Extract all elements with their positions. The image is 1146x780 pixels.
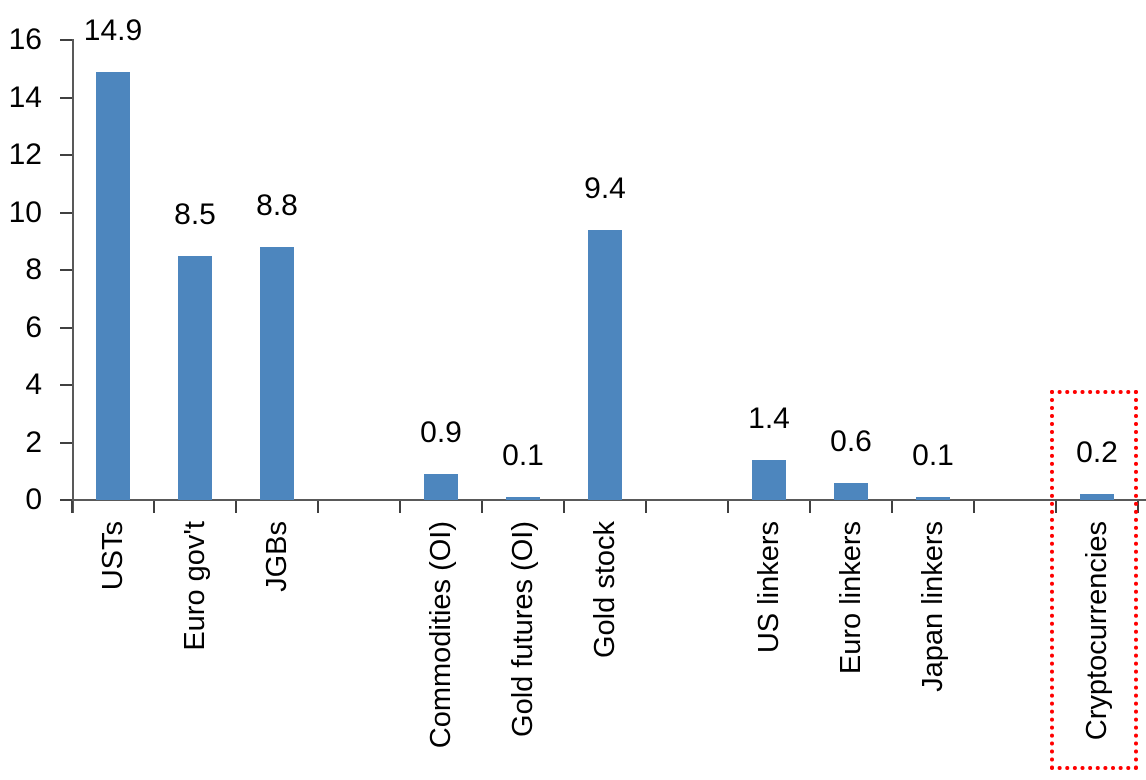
bar-gold-stock bbox=[588, 229, 622, 500]
x-axis-tick bbox=[1055, 501, 1057, 513]
x-axis-label-text: Japan linkers bbox=[917, 521, 949, 692]
y-axis-tick-label: 4 bbox=[25, 368, 42, 401]
y-axis-tick-label: 12 bbox=[8, 138, 42, 171]
y-axis-tick bbox=[60, 269, 72, 271]
x-axis-tick bbox=[71, 501, 73, 513]
x-axis-line bbox=[72, 499, 1146, 501]
bar-euro-linkers bbox=[834, 482, 868, 500]
y-axis-tick bbox=[60, 96, 72, 99]
x-axis-tick bbox=[153, 501, 155, 513]
x-axis-label-text: Euro linkers bbox=[835, 521, 867, 675]
x-axis-label-text: Euro gov't bbox=[179, 521, 211, 651]
x-axis-tick bbox=[973, 501, 975, 513]
x-axis-tick bbox=[1137, 501, 1139, 513]
value-label-cryptocurrencies: 0.2 bbox=[1076, 436, 1118, 470]
x-axis-label-text: USTs bbox=[97, 521, 129, 591]
bar-usts bbox=[96, 71, 130, 500]
bar-euro-gov-t bbox=[178, 255, 212, 500]
y-axis-tick-label: 6 bbox=[25, 310, 42, 344]
x-axis-label-text: Commodities (OI) bbox=[425, 521, 457, 749]
value-label-gold-futures-oi: 0.1 bbox=[502, 439, 544, 473]
bar-us-linkers bbox=[752, 459, 786, 500]
value-label-commodities-oi: 0.9 bbox=[420, 416, 462, 450]
highlight-box bbox=[1050, 390, 1138, 770]
y-axis-tick bbox=[60, 211, 72, 214]
x-axis-label-text: JGBs bbox=[261, 521, 293, 592]
x-axis-tick bbox=[563, 501, 565, 513]
bar-gold-futures-oi bbox=[506, 497, 540, 500]
value-label-euro-linkers: 0.6 bbox=[830, 424, 872, 458]
y-axis-tick-label: 14 bbox=[8, 80, 42, 114]
value-label-jgbs: 8.8 bbox=[256, 189, 298, 222]
y-axis-tick bbox=[60, 39, 72, 41]
y-axis-tick bbox=[60, 384, 72, 386]
value-label-gold-stock: 9.4 bbox=[584, 171, 626, 205]
x-axis-label-text: Gold futures (OI) bbox=[507, 521, 539, 737]
y-axis-line bbox=[72, 39, 74, 513]
value-label-euro-gov-t: 8.5 bbox=[174, 197, 216, 231]
x-axis-label-text: US linkers bbox=[753, 521, 785, 654]
y-axis-tick bbox=[60, 326, 72, 329]
x-axis-tick bbox=[317, 501, 319, 513]
y-axis-tick-label: 0 bbox=[25, 483, 42, 516]
y-axis-tick bbox=[60, 154, 72, 156]
x-axis-tick bbox=[399, 501, 401, 513]
x-axis-tick bbox=[481, 501, 483, 513]
value-label-japan-linkers: 0.1 bbox=[912, 439, 954, 473]
y-axis-tick-label: 2 bbox=[25, 425, 42, 459]
x-axis-label-text: Gold stock bbox=[589, 521, 621, 658]
y-axis-tick bbox=[60, 499, 72, 501]
x-axis-tick bbox=[645, 501, 647, 513]
y-axis-tick-label: 16 bbox=[8, 23, 42, 56]
x-axis-tick bbox=[809, 501, 811, 513]
bar-commodities-oi bbox=[424, 474, 458, 500]
y-axis-tick bbox=[60, 441, 72, 444]
value-label-us-linkers: 1.4 bbox=[748, 401, 790, 435]
y-axis-tick-label: 8 bbox=[25, 253, 42, 286]
value-label-usts: 14.9 bbox=[83, 13, 143, 47]
x-axis-tick bbox=[235, 501, 237, 513]
bar-jgbs bbox=[260, 247, 294, 500]
x-axis-tick bbox=[891, 501, 893, 513]
bar-japan-linkers bbox=[916, 497, 950, 500]
y-axis-tick-label: 10 bbox=[8, 195, 42, 229]
x-axis-tick bbox=[727, 501, 729, 513]
bar-cryptocurrencies bbox=[1080, 494, 1114, 500]
